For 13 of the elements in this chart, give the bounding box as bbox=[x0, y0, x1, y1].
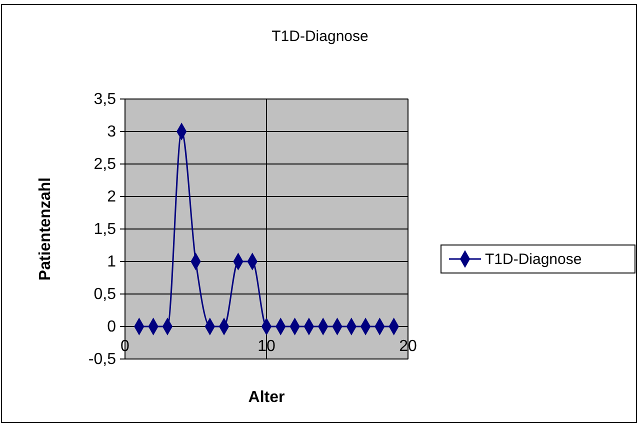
y-tick-label: -0,5 bbox=[88, 351, 116, 368]
y-tick-label: 3,5 bbox=[94, 91, 116, 108]
y-tick-label: 3 bbox=[107, 124, 116, 141]
y-tick-label: 2 bbox=[107, 188, 116, 206]
legend-label: T1D-Diagnose bbox=[485, 251, 582, 268]
y-tick-label: 1 bbox=[107, 254, 116, 271]
y-axis-title: Patientenzahl bbox=[37, 177, 54, 281]
y-tick-label: 0,5 bbox=[94, 286, 116, 304]
y-tick-label: 1,5 bbox=[94, 221, 116, 238]
x-axis-title: Alter bbox=[248, 389, 285, 406]
y-tick-label: 2,5 bbox=[94, 156, 116, 174]
chart-title: T1D-Diagnose bbox=[272, 28, 368, 45]
y-tick-label: 0 bbox=[107, 318, 116, 336]
